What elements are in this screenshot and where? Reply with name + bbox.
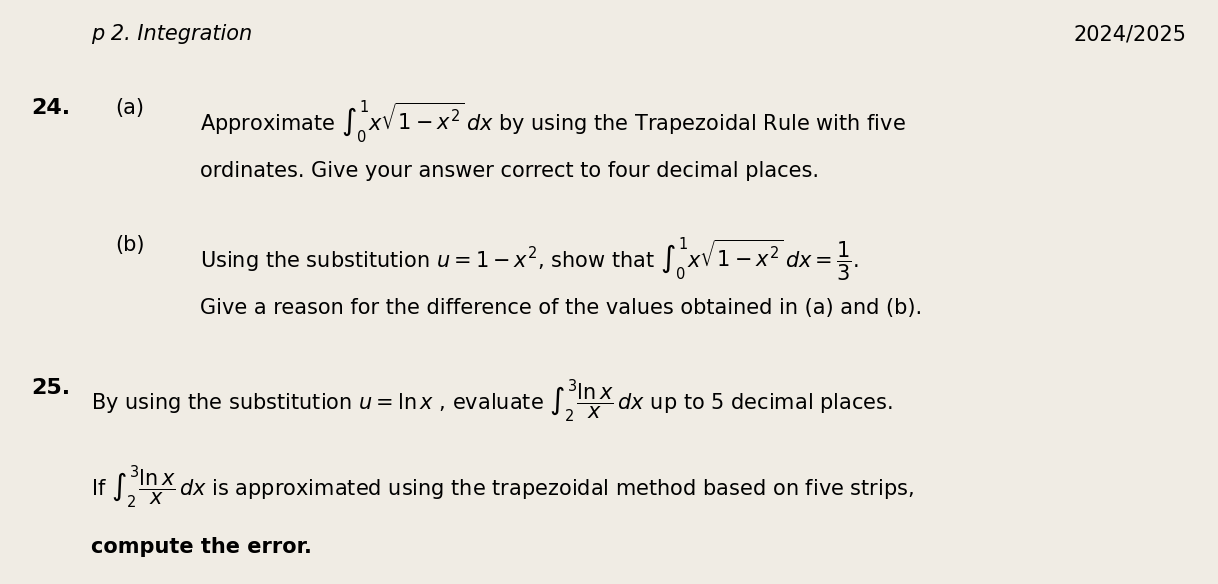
Text: Using the substitution $u = 1 - x^2$, show that $\int_0^{1} x\sqrt{1 - x^2}\, dx: Using the substitution $u = 1 - x^2$, sh… bbox=[200, 235, 859, 283]
Text: p 2. Integration: p 2. Integration bbox=[91, 24, 252, 44]
Text: ordinates. Give your answer correct to four decimal places.: ordinates. Give your answer correct to f… bbox=[200, 161, 818, 181]
Text: By using the substitution $u = \ln x$ , evaluate $\int_2^{3} \dfrac{\ln x}{x}\, : By using the substitution $u = \ln x$ , … bbox=[91, 377, 893, 425]
Text: 2024/2025: 2024/2025 bbox=[1074, 24, 1188, 44]
Text: If $\int_2^{3} \dfrac{\ln x}{x}\, dx$ is approximated using the trapezoidal meth: If $\int_2^{3} \dfrac{\ln x}{x}\, dx$ is… bbox=[91, 463, 915, 510]
Text: (a): (a) bbox=[116, 98, 144, 118]
Text: Approximate $\int_0^{1} x\sqrt{1 - x^2}\, dx$ by using the Trapezoidal Rule with: Approximate $\int_0^{1} x\sqrt{1 - x^2}\… bbox=[200, 98, 905, 145]
Text: Give a reason for the difference of the values obtained in (a) and (b).: Give a reason for the difference of the … bbox=[200, 298, 922, 318]
Text: 25.: 25. bbox=[30, 377, 71, 398]
Text: compute the error.: compute the error. bbox=[91, 537, 312, 557]
Text: 24.: 24. bbox=[30, 98, 71, 118]
Text: (b): (b) bbox=[116, 235, 145, 255]
